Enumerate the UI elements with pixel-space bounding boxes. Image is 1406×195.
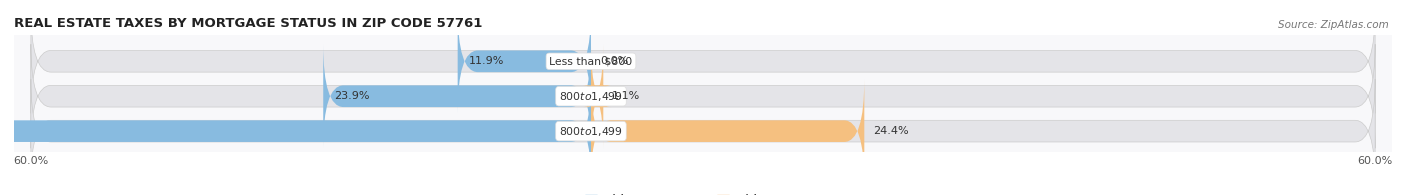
FancyBboxPatch shape <box>31 44 1375 148</box>
Text: $800 to $1,499: $800 to $1,499 <box>560 125 623 138</box>
FancyBboxPatch shape <box>31 9 1375 113</box>
FancyBboxPatch shape <box>323 44 591 148</box>
FancyBboxPatch shape <box>458 9 591 113</box>
Text: $800 to $1,499: $800 to $1,499 <box>560 90 623 103</box>
Text: 0.0%: 0.0% <box>600 56 628 66</box>
FancyBboxPatch shape <box>31 79 1375 183</box>
Text: 24.4%: 24.4% <box>873 126 908 136</box>
Legend: Without Mortgage, With Mortgage: Without Mortgage, With Mortgage <box>585 194 821 195</box>
Text: Source: ZipAtlas.com: Source: ZipAtlas.com <box>1278 20 1389 29</box>
Text: 23.9%: 23.9% <box>335 91 370 101</box>
Text: 1.1%: 1.1% <box>612 91 641 101</box>
FancyBboxPatch shape <box>591 79 865 183</box>
Text: Less than $800: Less than $800 <box>550 56 633 66</box>
Text: REAL ESTATE TAXES BY MORTGAGE STATUS IN ZIP CODE 57761: REAL ESTATE TAXES BY MORTGAGE STATUS IN … <box>14 17 482 30</box>
FancyBboxPatch shape <box>583 44 612 148</box>
Text: 11.9%: 11.9% <box>468 56 505 66</box>
FancyBboxPatch shape <box>0 79 591 183</box>
